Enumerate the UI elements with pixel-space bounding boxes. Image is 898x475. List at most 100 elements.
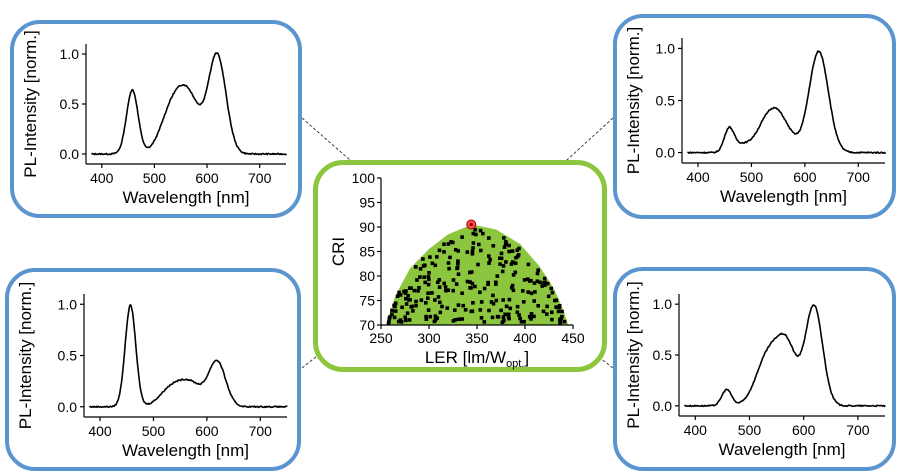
scatter-point [487, 261, 491, 265]
y-tick-label: 100 [352, 170, 376, 186]
scatter-point [482, 320, 487, 324]
scatter-point [403, 315, 407, 319]
scatter-point [510, 286, 514, 290]
scatter-point [488, 257, 492, 262]
scatter-point [504, 304, 509, 309]
spectrum-panel-top-right: 400 500 600 700 0.0 0.5 1.0 Wavelength [nm] PL-I… [613, 14, 896, 219]
scatter-point [545, 312, 549, 316]
feasible-region [385, 224, 569, 325]
y-axis-label: PL-Intensity [norm.] [624, 281, 643, 428]
spectrum-panel-bottom-left: 400 500 600 700 0.0 0.5 1.0 Wavelength [nm] PL-I… [5, 268, 301, 471]
scatter-point [438, 300, 442, 305]
scatter-point [451, 288, 455, 293]
scatter-point [470, 252, 475, 256]
x-tick-label: 400 [513, 330, 537, 346]
scatter-point [415, 278, 419, 282]
scatter-point [502, 245, 507, 249]
scatter-point [501, 315, 506, 319]
scatter-point [426, 282, 431, 287]
scatter-point [430, 261, 435, 266]
y-axis-label: PL-Intensity [norm.] [624, 27, 643, 174]
y-tick-label: 1.0 [58, 296, 78, 312]
scatter-point [522, 320, 526, 324]
scatter-point [468, 270, 472, 275]
scatter-point [535, 271, 540, 276]
scatter-point [453, 318, 458, 322]
scatter-point [532, 281, 537, 285]
scatter-point [491, 244, 496, 248]
scatter-point [455, 265, 460, 270]
scatter-point [409, 305, 413, 309]
scatter-point [546, 294, 551, 299]
scatter-point [536, 268, 540, 272]
scatter-point [546, 281, 550, 286]
scatter-point [529, 314, 533, 319]
scatter-point [395, 294, 400, 298]
scatter-point [418, 267, 423, 271]
scatter-point [436, 280, 440, 285]
scatter-point [502, 236, 506, 240]
scatter-point [560, 314, 564, 319]
scatter-point [387, 319, 391, 323]
x-tick-label: 600 [195, 170, 219, 186]
scatter-point [465, 250, 470, 254]
y-tick-label: 1.0 [656, 40, 676, 56]
scatter-point [522, 278, 527, 282]
scatter-point [426, 275, 431, 279]
scatter-point [517, 313, 521, 317]
scatter-point [518, 316, 522, 321]
scatter-point [529, 312, 534, 316]
scatter-point [470, 249, 475, 254]
scatter-point [500, 269, 505, 274]
scatter-point [499, 251, 504, 256]
scatter-point [513, 261, 518, 265]
y-tick-label: 90 [359, 219, 375, 235]
x-tick-label: 300 [417, 330, 441, 346]
y-axis-label: PL-Intensity [norm.] [21, 30, 40, 177]
scatter-point [516, 253, 521, 257]
x-tick-label: 700 [248, 170, 272, 186]
scatter-point [509, 262, 514, 266]
scatter-point [476, 262, 480, 267]
scatter-point [471, 241, 476, 245]
y-tick-label: 0.5 [58, 348, 78, 364]
y-tick-label: 0.5 [60, 96, 80, 112]
spectrum-chart-top-right: 400 500 600 700 0.0 0.5 1.0 Wavelength [nm] PL-I… [624, 27, 886, 206]
scatter-point [491, 293, 495, 298]
y-tick-label: 0.0 [653, 398, 673, 414]
scatter-point [407, 318, 412, 322]
scatter-point [399, 320, 404, 324]
scatter-point [478, 228, 483, 233]
scatter-point [438, 310, 443, 315]
scatter-point [471, 231, 476, 236]
scatter-point [550, 310, 554, 315]
y-tick-label: 1.0 [653, 296, 673, 312]
scatter-point [460, 235, 464, 239]
scatter-point [424, 301, 428, 305]
x-tick-label: 500 [143, 170, 167, 186]
scatter-point [535, 279, 540, 283]
scatter-point [479, 316, 484, 320]
scatter-point [502, 318, 506, 323]
y-axis-label: CRI [329, 237, 348, 266]
scatter-point [433, 298, 437, 302]
scatter-point [478, 308, 483, 312]
scatter-point [511, 273, 516, 277]
scatter-point [529, 278, 533, 283]
scatter-point [390, 312, 394, 317]
scatter-point [393, 309, 398, 313]
scatter-point [408, 298, 412, 302]
y-tick-label: 0.5 [653, 347, 673, 363]
scatter-point [436, 295, 441, 299]
scatter-point [437, 248, 442, 253]
scatter-point [442, 250, 446, 254]
scatter-point [491, 301, 496, 306]
scatter-point [433, 263, 438, 268]
scatter-point [430, 291, 434, 295]
scatter-point [469, 309, 474, 314]
scatter-point [510, 249, 515, 253]
scatter-point [424, 317, 429, 321]
scatter-point [446, 288, 450, 292]
scatter-point [454, 282, 459, 286]
scatter-point [456, 249, 460, 253]
